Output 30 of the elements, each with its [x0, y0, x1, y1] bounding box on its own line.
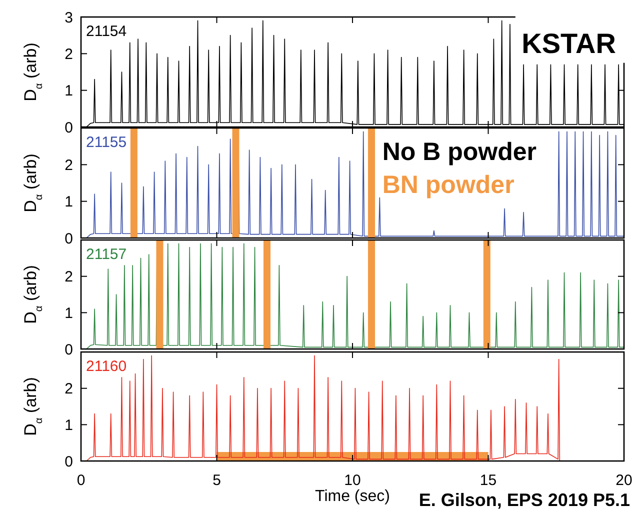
- chart-title: KSTAR: [522, 28, 616, 59]
- series-label: 21155: [86, 134, 127, 151]
- x-tick-label: 10: [344, 472, 361, 489]
- y-tick-label: 3: [64, 9, 73, 26]
- y-tick-label: 1: [64, 416, 73, 434]
- y-tick-label: 0: [64, 341, 73, 358]
- annotation: No B powder: [382, 138, 537, 166]
- x-tick-label: 15: [480, 472, 497, 489]
- line-series: [86, 131, 624, 238]
- series-label: 21160: [86, 358, 127, 375]
- y-tick-label: 1: [64, 304, 73, 322]
- y-tick-label: 0: [64, 230, 73, 248]
- y-tick-label: 0: [64, 119, 73, 136]
- y-tick-label: 2: [64, 46, 73, 63]
- x-tick-label: 0: [76, 472, 86, 489]
- y-tick-label: 2: [64, 156, 73, 174]
- y-tick-label: 0: [64, 453, 73, 470]
- y-tick-label: 1: [64, 194, 73, 211]
- text: E. Gilson, EPS 2019 P5.1: [418, 490, 630, 510]
- x-tick-label: 20: [616, 472, 632, 489]
- y-tick-label: 1: [64, 82, 73, 100]
- y-tick-label: 2: [64, 268, 73, 286]
- y-tick-label: 2: [64, 380, 73, 398]
- line-series: [86, 355, 560, 462]
- x-axis-title: Time (sec): [315, 488, 390, 505]
- annotation: BN powder: [382, 171, 515, 199]
- series-label: 21157: [86, 246, 127, 263]
- x-tick-label: 5: [212, 472, 221, 489]
- line-series: [86, 243, 624, 350]
- series-label: 21154: [86, 23, 127, 40]
